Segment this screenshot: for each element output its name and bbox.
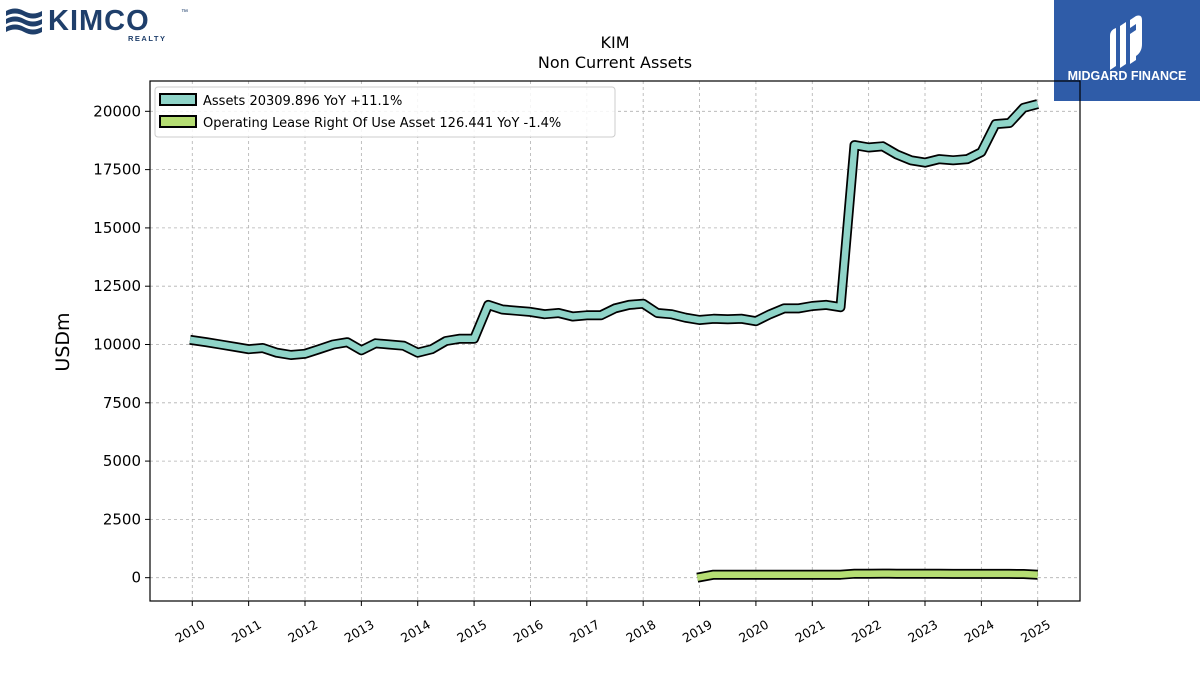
y-ticks: 0 2500 5000 7500 10000 12500 15000 17500 20000 [93, 102, 150, 587]
x-tick-label: 2013 [342, 617, 377, 646]
y-tick-label: 15000 [93, 219, 141, 237]
x-tick-label: 2015 [454, 617, 489, 646]
series-layer [189, 99, 1039, 583]
y-tick-label: 7500 [103, 394, 141, 412]
y-tick-label: 20000 [93, 102, 141, 120]
x-tick-label: 2016 [511, 617, 546, 646]
x-tick-label: 2014 [398, 617, 433, 646]
kimco-trademark: ™ [181, 9, 188, 16]
y-axis-label: USDm [52, 312, 74, 371]
x-tick-label: 2017 [567, 617, 602, 646]
y-tick-label: 2500 [103, 510, 141, 528]
y-tick-label: 10000 [93, 335, 141, 353]
chart-subtitle: Non Current Assets [538, 53, 692, 72]
series-lease-line [696, 570, 1038, 581]
legend-label-assets: Assets 20309.896 YoY +11.1% [203, 94, 402, 109]
x-tick-label: 2012 [285, 617, 320, 646]
x-tick-label: 2022 [849, 617, 884, 646]
midgard-emblem-icon [1110, 15, 1142, 70]
midgard-logo: MIDGARD FINANCE [1054, 0, 1200, 101]
legend-box [154, 86, 616, 138]
legend-swatch-assets [159, 93, 197, 106]
legend-label-lease: Operating Lease Right Of Use Asset 126.4… [203, 116, 561, 131]
x-tick-label: 2021 [792, 617, 827, 646]
kimco-waves-icon [6, 8, 42, 35]
midgard-wordmark: MIDGARD FINANCE [1068, 69, 1187, 83]
x-tick-label: 2010 [172, 617, 207, 646]
kimco-wordmark: KIMCO [48, 5, 150, 37]
x-tick-label: 2020 [736, 617, 771, 646]
y-tick-label: 12500 [93, 277, 141, 295]
y-tick-label: 0 [131, 569, 141, 587]
x-tick-label: 2023 [905, 617, 940, 646]
plot-frame [149, 80, 1081, 602]
x-tick-label: 2018 [623, 617, 658, 646]
kimco-logo: KIMCO ™ REALTY [4, 2, 194, 44]
x-tick-label: 2011 [229, 617, 264, 646]
x-ticks: 2010 2011 2012 2013 2014 2015 2016 2017 2018 2019… [172, 601, 1053, 646]
series-assets-outline [189, 99, 1039, 360]
legend: Assets 20309.896 YoY +11.1% Operating Le… [154, 86, 616, 138]
chart-title: KIM [600, 33, 629, 52]
y-tick-label: 5000 [103, 452, 141, 470]
x-tick-label: 2025 [1018, 617, 1053, 646]
x-tick-label: 2024 [962, 617, 997, 646]
kimco-subtitle: REALTY [128, 34, 166, 43]
series-assets-line [189, 100, 1039, 359]
legend-swatch-lease [159, 115, 197, 128]
y-tick-label: 17500 [93, 161, 141, 179]
x-tick-label: 2019 [680, 617, 715, 646]
